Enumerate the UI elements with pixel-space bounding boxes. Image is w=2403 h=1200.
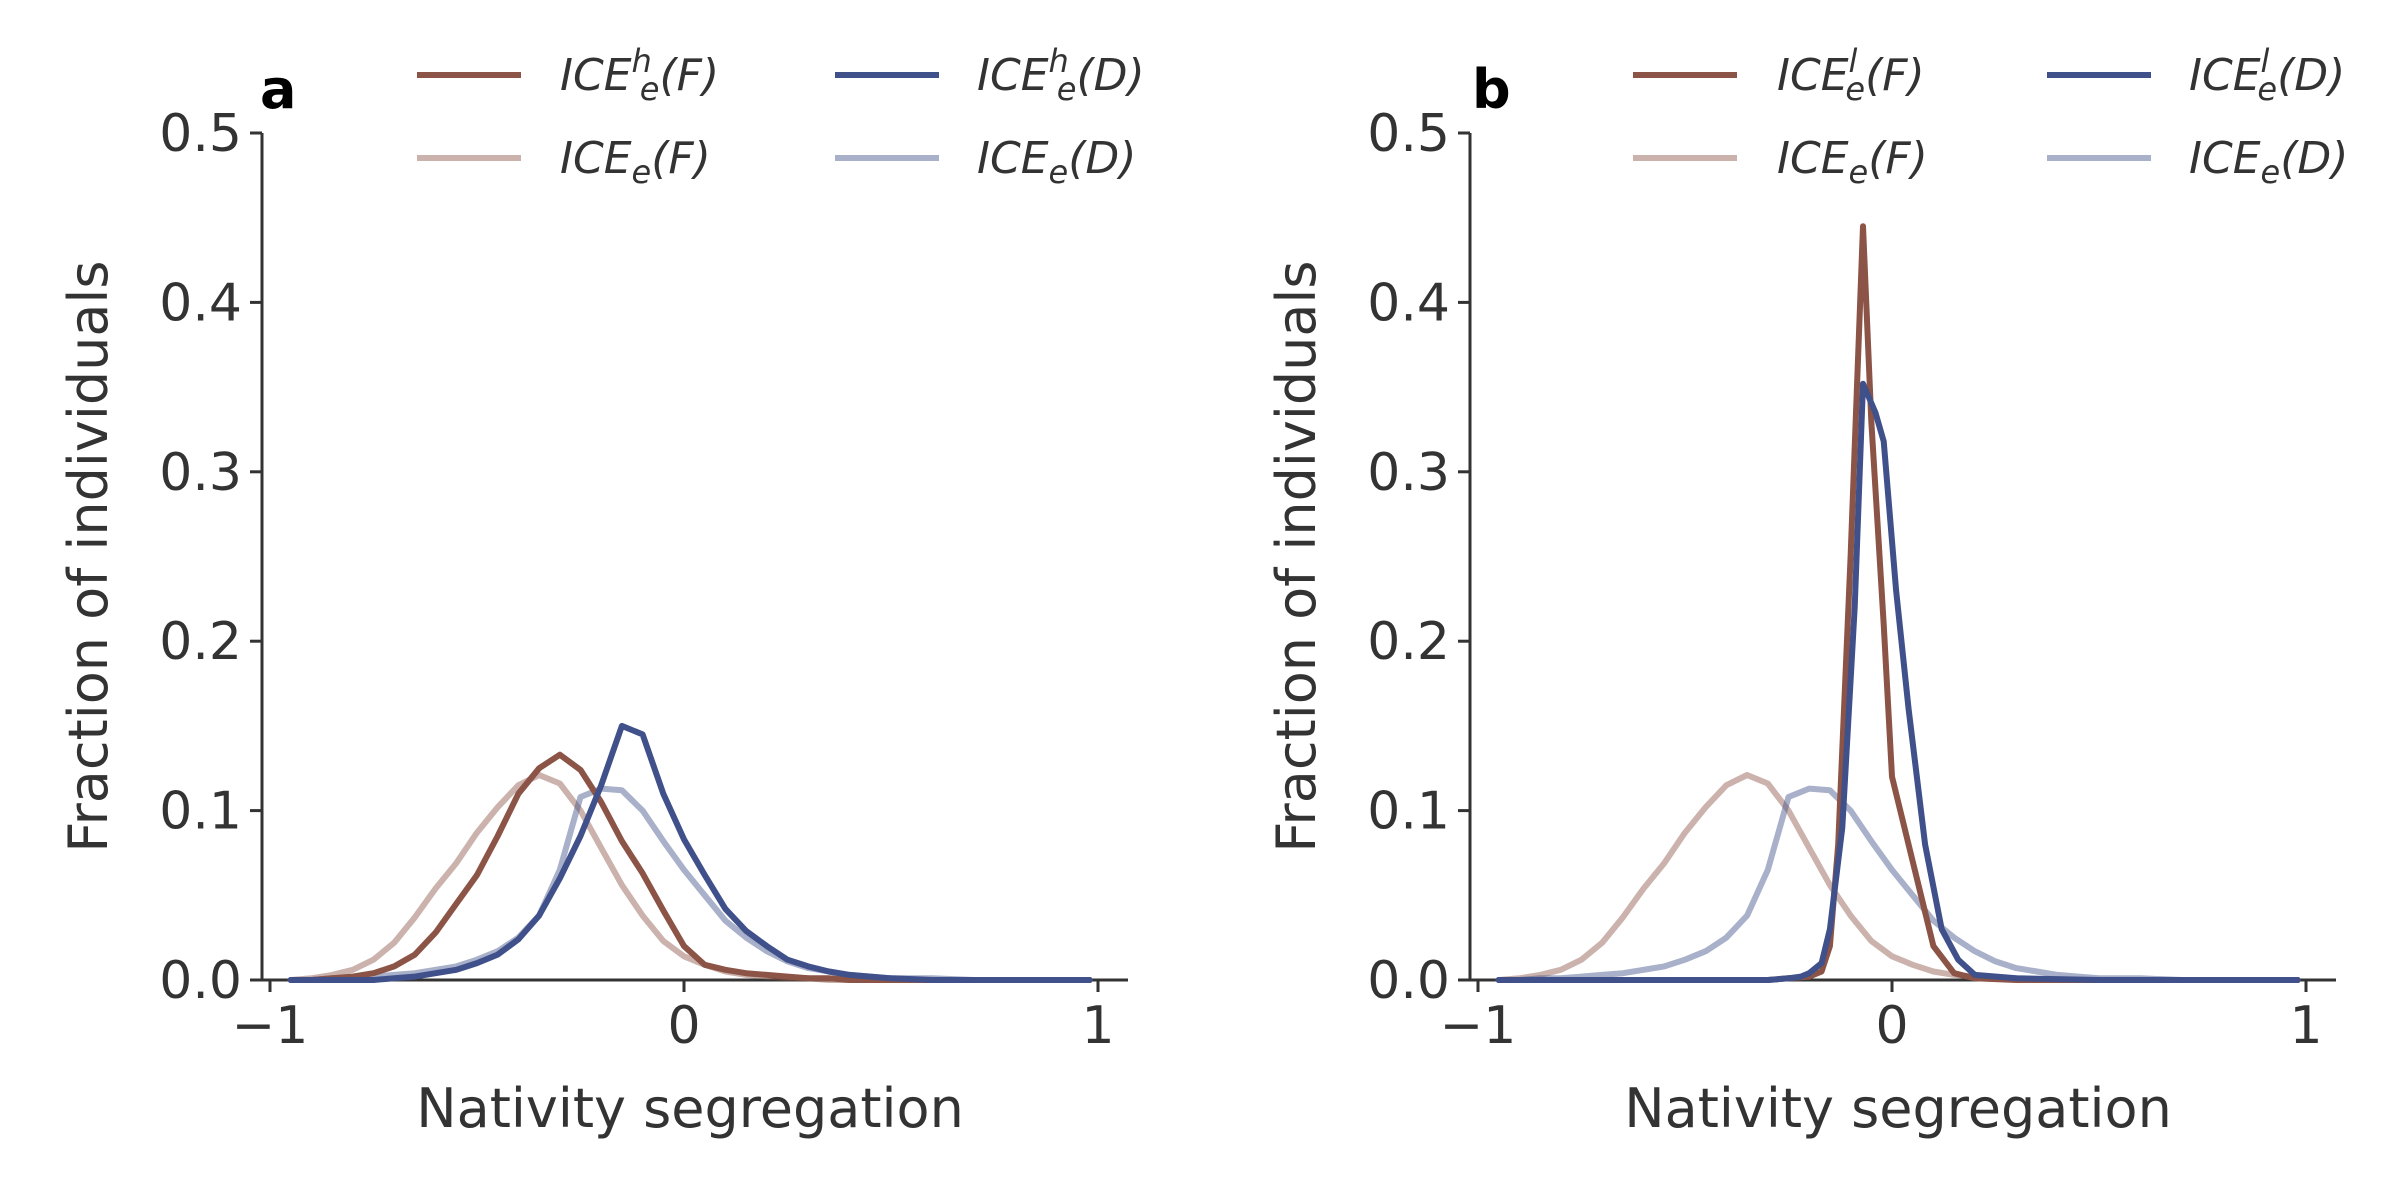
y-axis-title: Fraction of individuals [57, 260, 120, 852]
legend-label: ICEe(F) [1777, 133, 1928, 191]
legend-label: ICEe(D) [2189, 133, 2348, 191]
x-axis-title: Nativity segregation [1624, 1077, 2172, 1140]
panel-b: b 0.0 0.1 0.2 0.3 0.4 0.5 −1 0 1 Nativity segregat… [1265, 42, 2348, 1140]
y-tick-label: 0.3 [159, 443, 242, 503]
y-tick-label: 0.5 [1367, 104, 1450, 164]
panel-a: a 0.0 0.1 0.2 0.3 0.4 0.5 −1 0 1 Nativity segregat… [57, 42, 1145, 1140]
y-tick-label: 0.4 [1367, 273, 1450, 333]
y-tick-label: 0.4 [159, 273, 242, 333]
legend: ICEh e(F) ICEe(F) ICEh e(D) ICEe(D) [417, 42, 1145, 191]
x-tick-label: 0 [1875, 996, 1908, 1056]
x-tick-label: −1 [1440, 996, 1517, 1056]
series-line [1495, 380, 2301, 983]
x-tick-label: 0 [667, 996, 700, 1056]
legend-label: ICEh e(F) [560, 42, 719, 108]
legend-label: ICEe(D) [977, 133, 1136, 191]
y-tick-label: 0.2 [159, 612, 242, 672]
legend-label: ICEl e(F) [1777, 42, 1925, 108]
series-line [287, 722, 1093, 983]
y-tick-label: 0.1 [159, 782, 242, 842]
x-tick-label: 1 [2289, 996, 2322, 1056]
panel-letter: a [260, 58, 296, 121]
legend: ICEl e(F) ICEe(F) ICEl e(D) ICEe(D) [1633, 42, 2348, 191]
y-tick-label: 0.3 [1367, 443, 1450, 503]
y-tick-label: 0.0 [159, 951, 242, 1011]
legend-label: ICEe(F) [560, 133, 711, 191]
legend-label: ICEl e(D) [2189, 42, 2345, 108]
y-tick-label: 0.5 [159, 104, 242, 164]
y-tick-label: 0.2 [1367, 612, 1450, 672]
series-line [1495, 785, 2301, 983]
x-tick-label: 1 [1081, 996, 1114, 1056]
y-axis-title: Fraction of individuals [1265, 260, 1328, 852]
panel-letter: b [1472, 58, 1511, 121]
x-tick-label: −1 [232, 996, 309, 1056]
y-tick-label: 0.1 [1367, 782, 1450, 842]
y-tick-label: 0.0 [1367, 951, 1450, 1011]
legend-label: ICEh e(D) [977, 42, 1145, 108]
series-line [287, 751, 1093, 983]
x-axis-title: Nativity segregation [416, 1077, 964, 1140]
